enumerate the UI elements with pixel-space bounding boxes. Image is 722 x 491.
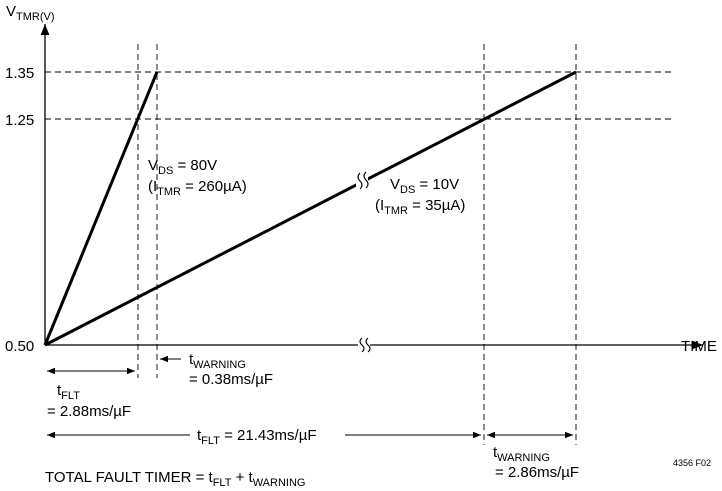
twarn-shallow-label: tWARNING [493, 444, 550, 464]
y-tick-1-35: 1.35 [5, 65, 34, 82]
shallow-curve-label-vds: VDS = 10V [390, 176, 459, 196]
y-tick-0-50: 0.50 [5, 338, 34, 355]
y-tick-1-25: 1.25 [5, 112, 34, 129]
tflt-shallow-label: tFLT = 21.43ms/µF [197, 427, 317, 447]
total-fault-timer-formula: TOTAL FAULT TIMER = tFLT + tWARNING [45, 469, 305, 489]
x-axis-label: TIME [681, 338, 717, 355]
ramp-shallow [44, 70, 577, 347]
twarn-steep-value: = 0.38ms/µF [189, 371, 273, 388]
twarn-shallow-value: = 2.86ms/µF [495, 464, 579, 481]
steep-curve-label-vds: VDS = 80V [148, 157, 217, 177]
ramp-steep [43, 71, 159, 346]
axis-break-x [358, 337, 371, 353]
steep-curve-label-itmr: (ITMR = 260µA) [148, 178, 247, 198]
figure-id: 4356 F02 [673, 458, 711, 468]
y-axis-label: VTMR(V) [6, 3, 55, 23]
shallow-curve-label-itmr: (ITMR = 35µA) [375, 197, 465, 217]
tflt-steep-value: = 2.88ms/µF [47, 403, 131, 420]
twarn-steep-label: tWARNING [189, 351, 246, 371]
tflt-steep-label: tFLT [57, 382, 80, 402]
axis-break-ramp [356, 171, 369, 190]
